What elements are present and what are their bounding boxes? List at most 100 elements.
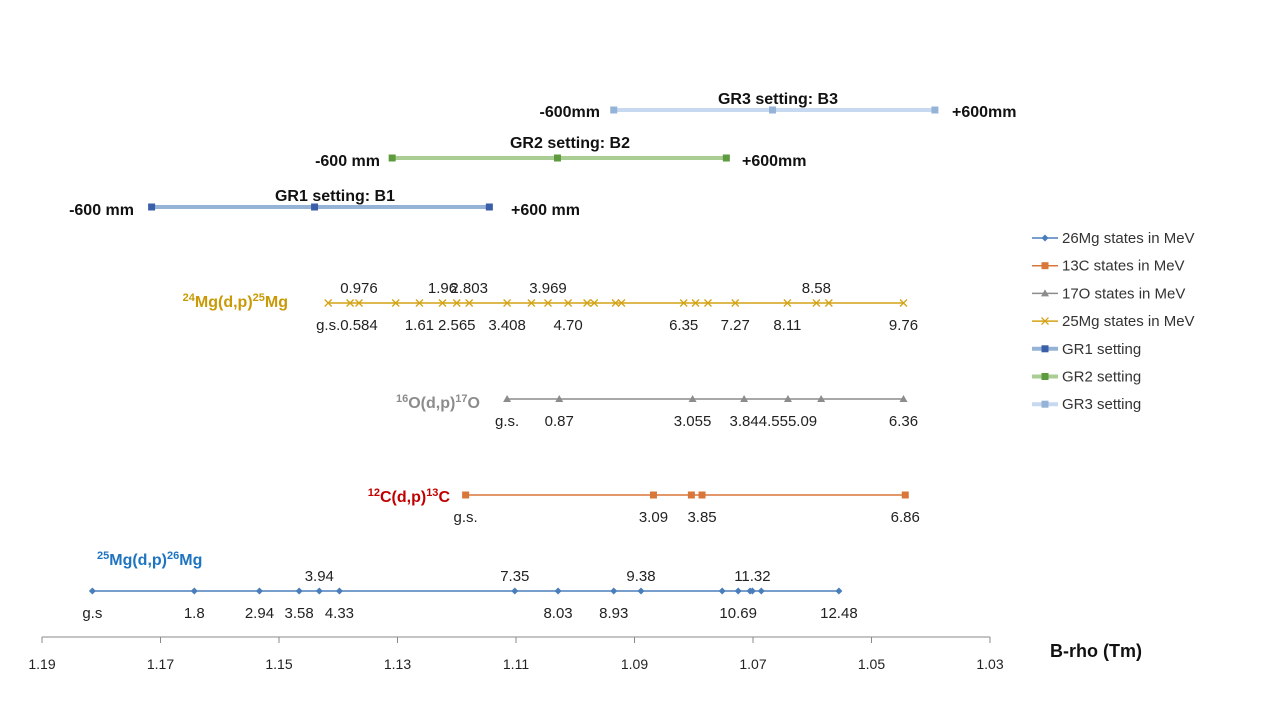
data-point xyxy=(691,299,700,307)
data-label: 7.27 xyxy=(721,317,750,334)
data-label: 9.38 xyxy=(626,568,655,585)
legend-marker xyxy=(1041,317,1049,326)
x-tick-label: 1.17 xyxy=(147,656,174,672)
gr1-right-label: +600 mm xyxy=(511,202,580,219)
data-point xyxy=(391,299,400,307)
data-label: 3.09 xyxy=(639,509,668,526)
data-label: 3.969 xyxy=(529,280,567,297)
legend-marker xyxy=(1041,400,1049,408)
x-tick-label: 1.19 xyxy=(28,656,55,672)
x-axis-label: B-rho (Tm) xyxy=(1050,641,1142,661)
legend-marker xyxy=(1041,262,1049,270)
data-point xyxy=(503,299,512,307)
data-point xyxy=(688,395,697,402)
data-point xyxy=(817,395,826,402)
data-point xyxy=(783,299,792,307)
x-tick-label: 1.13 xyxy=(384,656,411,672)
data-label: 3.85 xyxy=(687,509,716,526)
data-point xyxy=(452,299,461,307)
data-point xyxy=(555,395,564,402)
data-point xyxy=(295,587,303,595)
data-label: 0.87 xyxy=(545,413,574,430)
data-point xyxy=(835,587,843,595)
gr-setting-marker xyxy=(610,106,618,114)
x-tick-label: 1.05 xyxy=(858,656,885,672)
data-point xyxy=(315,587,323,595)
reaction-label: 25Mg(d,p)26Mg xyxy=(97,550,202,569)
data-label: 4.555.09 xyxy=(759,413,817,430)
data-point xyxy=(583,299,592,307)
data-point xyxy=(718,587,726,595)
data-label: 11.32 xyxy=(734,568,770,585)
gr2-right-label: +600mm xyxy=(742,153,807,170)
data-label: 0.584 xyxy=(340,317,378,334)
gr-setting-marker xyxy=(722,154,730,162)
data-point xyxy=(590,299,599,307)
reaction-label: 24Mg(d,p)25Mg xyxy=(183,292,288,311)
data-label: g.s. xyxy=(316,317,340,334)
data-point xyxy=(346,299,355,307)
gr-setting-marker xyxy=(148,203,156,211)
data-point xyxy=(190,587,198,595)
data-label: 2.565 xyxy=(438,317,476,334)
data-label: 6.86 xyxy=(891,509,920,526)
data-label: 10.69 xyxy=(719,605,757,622)
x-tick-label: 1.09 xyxy=(621,656,648,672)
data-point xyxy=(324,299,333,307)
legend-entry: GR1 setting xyxy=(1062,341,1141,358)
legend-entry: 25Mg states in MeV xyxy=(1062,313,1195,330)
gr3-right-label: +600mm xyxy=(952,104,1017,121)
data-label: 3.84 xyxy=(730,413,759,430)
data-label: 1.96 xyxy=(428,280,457,297)
data-point xyxy=(88,587,96,595)
data-point xyxy=(617,299,626,307)
data-point xyxy=(649,491,657,499)
data-point xyxy=(687,491,695,499)
data-label: 3.94 xyxy=(305,568,334,585)
legend-marker xyxy=(1041,373,1049,380)
data-point xyxy=(335,587,343,595)
gr-setting-marker xyxy=(388,154,396,162)
legend-marker xyxy=(1041,234,1049,242)
data-point xyxy=(544,299,552,307)
data-point xyxy=(610,587,618,595)
data-point xyxy=(901,491,909,499)
data-point xyxy=(438,299,447,307)
gr-setting-marker xyxy=(931,106,939,114)
gr-setting-marker xyxy=(311,203,319,211)
data-label: 8.58 xyxy=(802,280,831,297)
data-point xyxy=(757,587,765,595)
data-point xyxy=(698,491,706,499)
data-point xyxy=(824,299,833,307)
legend-entry: 17O states in MeV xyxy=(1062,285,1185,302)
data-label: 12.48 xyxy=(820,605,858,622)
gr1-left-label: -600 mm xyxy=(69,202,134,219)
data-point xyxy=(355,299,363,307)
data-label: g.s. xyxy=(495,413,519,430)
data-label: 0.976 xyxy=(340,280,378,297)
reaction-label: 12C(d,p)13C xyxy=(368,487,451,506)
gr-setting-marker xyxy=(769,106,777,114)
data-label: 3.58 xyxy=(285,605,314,622)
data-label: 1.8 xyxy=(184,605,205,622)
x-tick-label: 1.03 xyxy=(976,656,1003,672)
data-point xyxy=(783,395,792,402)
data-point xyxy=(527,299,536,307)
legend-entry: 13C states in MeV xyxy=(1062,258,1185,275)
data-point xyxy=(740,395,749,402)
data-point xyxy=(679,299,688,307)
data-point xyxy=(465,299,474,307)
legend-entry: 26Mg states in MeV xyxy=(1062,230,1195,247)
data-label: 1.61 xyxy=(405,317,434,334)
data-label: 3.055 xyxy=(674,413,712,430)
legend-entry: GR2 setting xyxy=(1062,369,1141,386)
data-point xyxy=(554,587,562,595)
data-point xyxy=(731,299,740,307)
data-label: 2.803 xyxy=(450,280,488,297)
data-label: 8.93 xyxy=(599,605,628,622)
gr2-left-label: -600 mm xyxy=(315,153,380,170)
data-label: 8.03 xyxy=(543,605,572,622)
data-label: 6.35 xyxy=(669,317,698,334)
data-point xyxy=(564,299,573,307)
